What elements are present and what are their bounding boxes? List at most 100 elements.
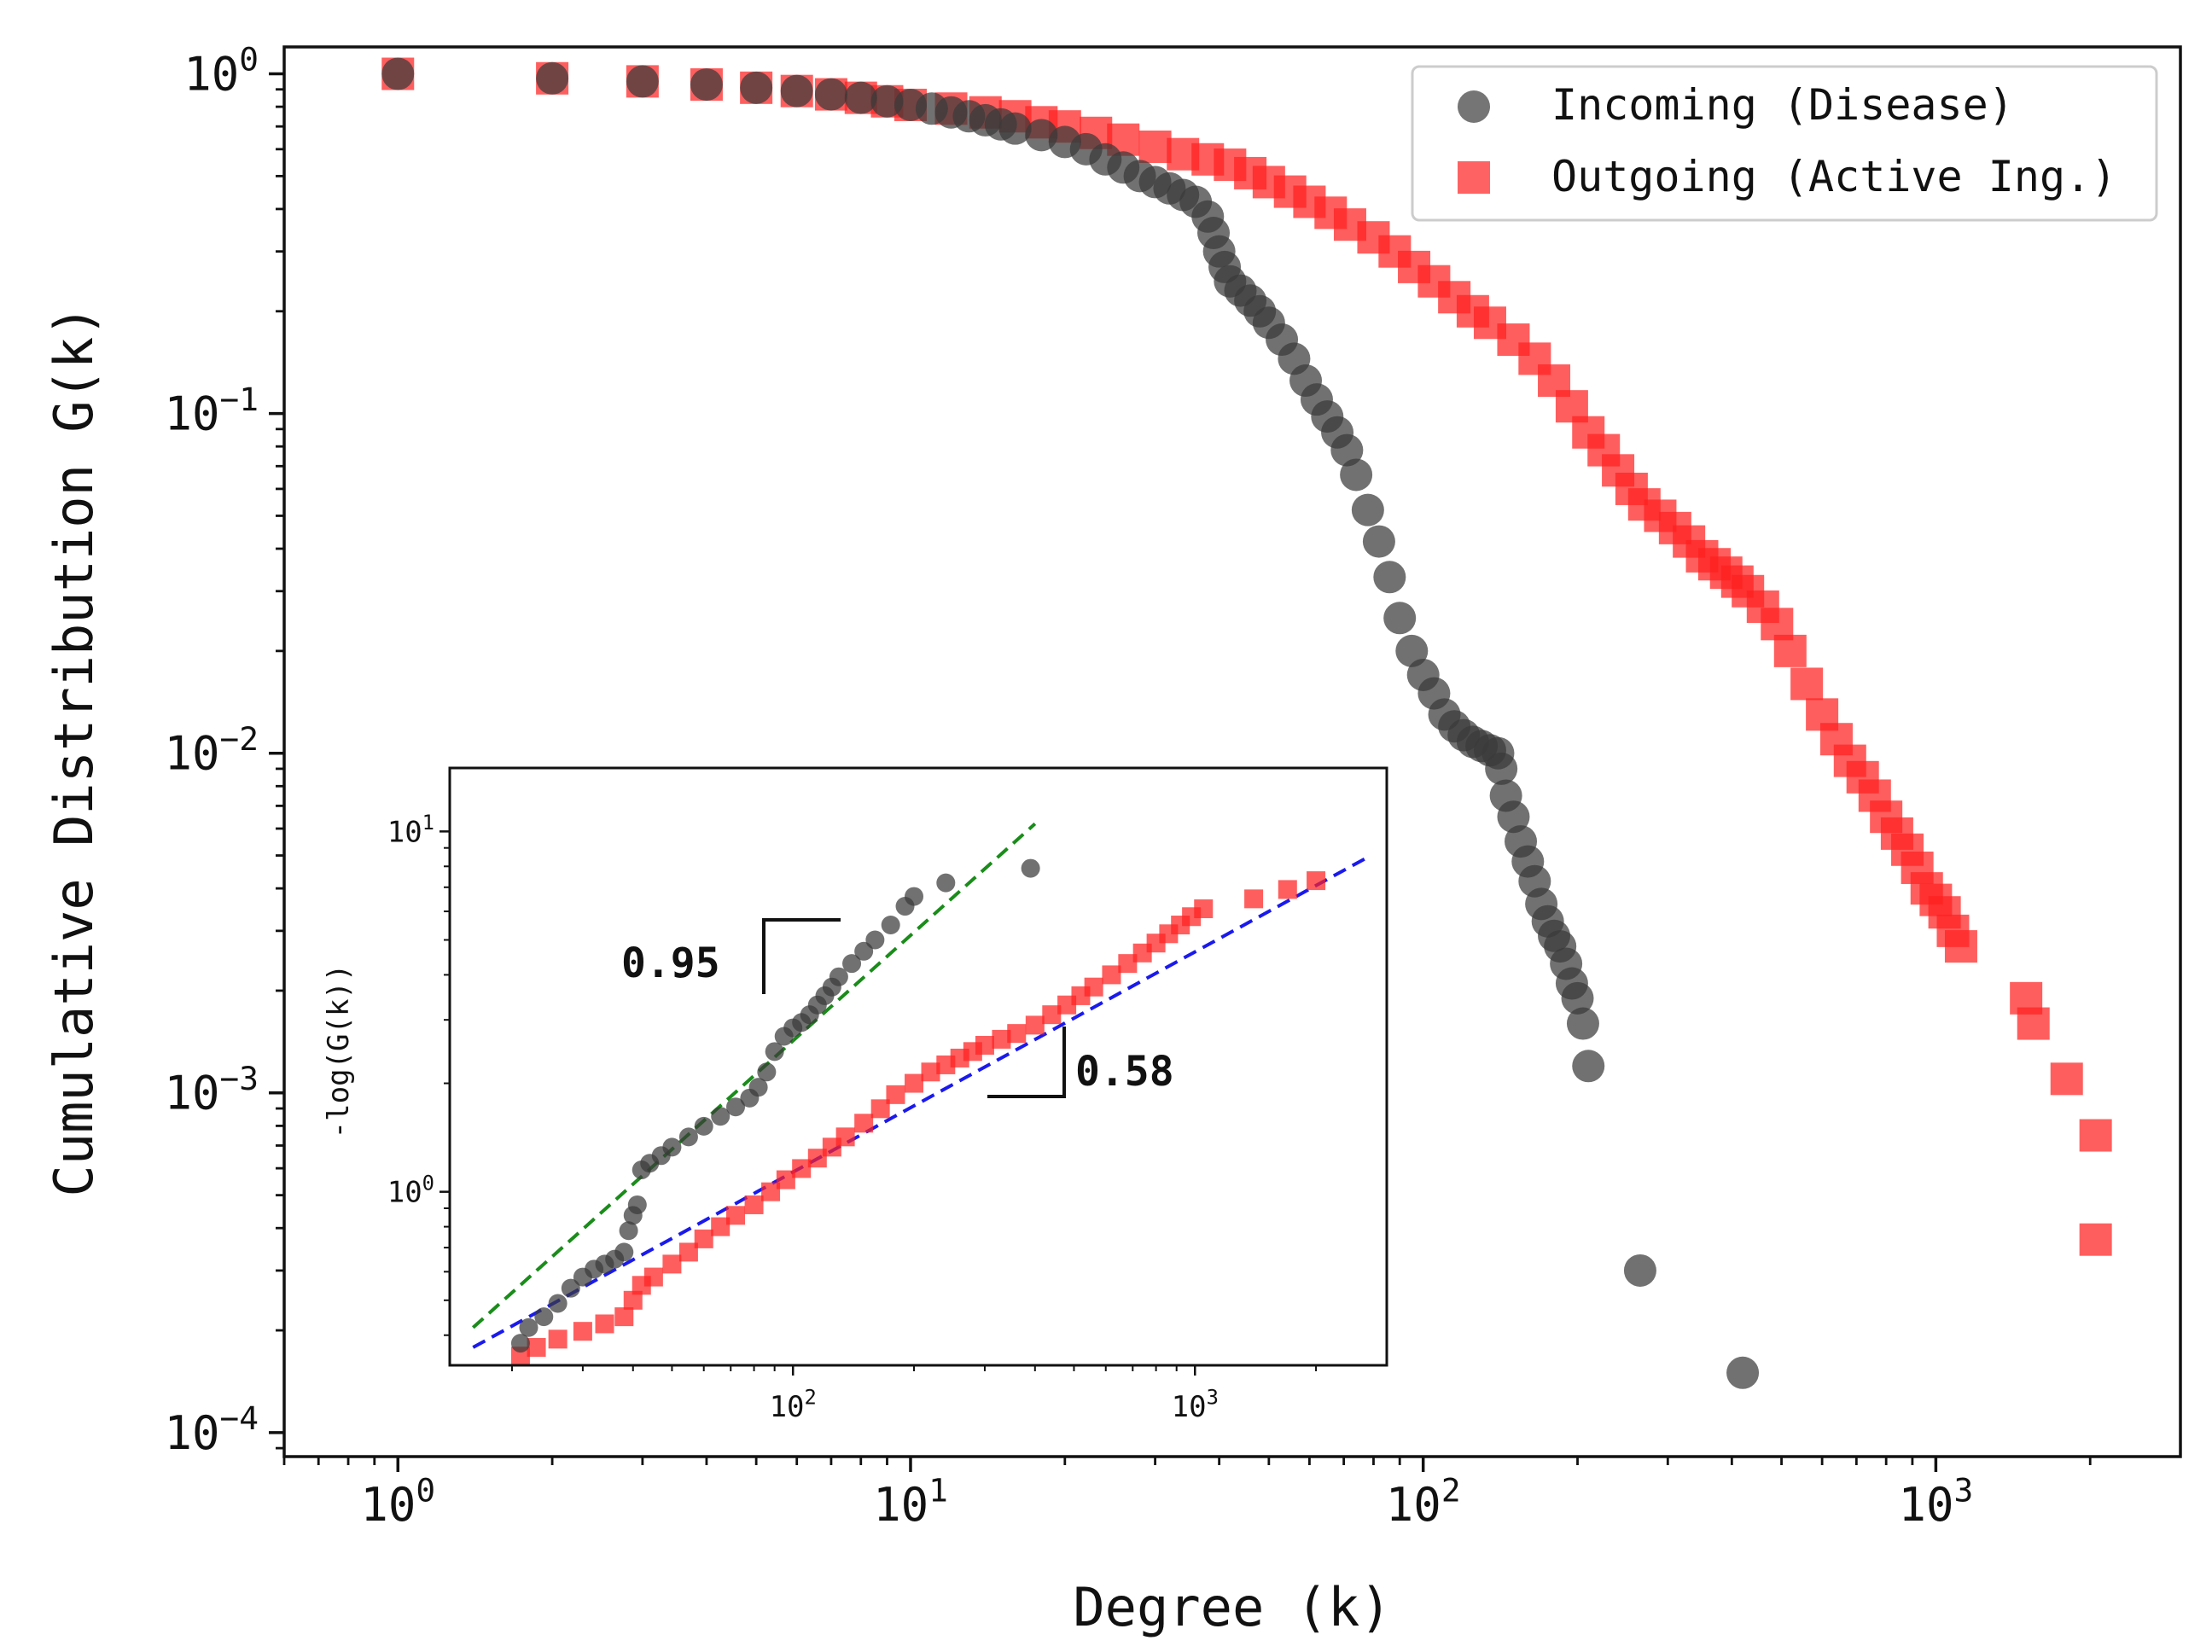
inset-incoming-point — [765, 1042, 784, 1062]
main-axes: 100 101 102 103 100 10−1 10−2 10−3 10−4 — [164, 41, 2092, 1532]
legend-marker-outgoing — [1458, 161, 1490, 194]
main-incoming-point — [844, 81, 877, 114]
inset-outgoing-point — [905, 1073, 924, 1093]
inset-fit-lines — [471, 822, 1370, 1349]
main-incoming-point — [1572, 1050, 1605, 1083]
inset-outgoing-point — [1007, 1024, 1027, 1044]
inset-plot: 102 103 100 101 -log(G(k)) 0.95 0.58 — [322, 766, 1388, 1424]
inset-incoming-point — [711, 1107, 731, 1126]
inset-x-tick-label: 102 — [770, 1386, 817, 1424]
inset-incoming-point — [561, 1278, 580, 1298]
slope-label-outgoing: 0.58 — [1075, 1048, 1174, 1096]
main-y-tick-label: 10−1 — [164, 381, 259, 441]
inset-axes: 102 103 100 101 — [387, 811, 1318, 1424]
inset-incoming-point — [757, 1062, 777, 1082]
legend-label-incoming: Incoming (Disease) — [1551, 80, 2014, 130]
main-incoming-point — [780, 74, 813, 108]
inset-outgoing-point — [573, 1322, 592, 1341]
inset-outgoing-point — [992, 1029, 1011, 1049]
legend-frame — [1411, 65, 2158, 222]
main-outgoing-point — [1790, 667, 1824, 701]
main-y-tick-label: 10−4 — [164, 1399, 259, 1460]
inset-x-tick-label: 103 — [1172, 1386, 1219, 1424]
inset-incoming-point — [548, 1294, 568, 1313]
main-x-axis-label: Degree (k) — [1073, 1576, 1391, 1638]
legend-marker-incoming — [1458, 90, 1490, 123]
main-y-axis-label: Cumulative Distribution G(k) — [43, 305, 105, 1196]
inset-incoming-point — [1021, 858, 1040, 878]
legend: Incoming (Disease) Outgoing (Active Ing.… — [1411, 65, 2158, 222]
inset-outgoing-point — [792, 1159, 812, 1178]
inset-outgoing-point — [694, 1229, 713, 1248]
inset-data-points — [510, 858, 1326, 1366]
inset-outgoing-point — [595, 1314, 614, 1334]
main-x-tick-label: 102 — [1386, 1471, 1461, 1532]
inset-y-tick-label: 100 — [387, 1171, 434, 1209]
main-plot-frame — [282, 45, 2182, 1458]
inset-outgoing-point — [975, 1035, 994, 1055]
main-incoming-point — [1497, 800, 1530, 834]
inset-outgoing-point — [548, 1329, 568, 1349]
inset-outgoing-point — [776, 1170, 795, 1190]
inset-incoming-point — [829, 967, 848, 986]
inset-outgoing-point — [527, 1338, 546, 1358]
inset-outgoing-point — [835, 1127, 855, 1147]
main-x-tick-label: 103 — [1898, 1471, 1973, 1532]
inset-incoming-point — [662, 1137, 682, 1157]
inset-incoming-point — [726, 1097, 746, 1117]
inset-outgoing-point — [1102, 965, 1121, 985]
main-outgoing-point — [1773, 634, 1807, 667]
inset-outgoing-point — [1118, 954, 1138, 974]
main-outgoing-point — [1138, 130, 1172, 163]
main-incoming-point — [1485, 752, 1518, 785]
inset-frame — [448, 766, 1388, 1367]
inset-incoming-point — [678, 1127, 698, 1147]
incoming-fit-line — [471, 822, 1037, 1329]
inset-incoming-point — [619, 1221, 638, 1241]
inset-incoming-point — [534, 1307, 554, 1327]
inset-outgoing-point — [921, 1062, 940, 1082]
main-outgoing-point — [1944, 930, 1977, 963]
inset-outgoing-point — [854, 1114, 874, 1133]
inset-incoming-point — [519, 1318, 538, 1337]
main-incoming-point — [536, 61, 569, 95]
inset-y-axis-label: -log(G(k)) — [322, 964, 356, 1139]
main-outgoing-point — [2079, 1119, 2112, 1152]
inset-outgoing-point — [711, 1217, 731, 1236]
inset-outgoing-point — [662, 1254, 682, 1274]
main-x-tick-label: 101 — [873, 1471, 948, 1532]
main-incoming-point — [1373, 561, 1406, 594]
main-incoming-point — [1340, 458, 1373, 492]
inset-outgoing-point — [678, 1242, 698, 1262]
inset-incoming-point — [510, 1334, 530, 1353]
legend-label-outgoing: Outgoing (Active Ing.) — [1551, 152, 2116, 201]
main-plot: 100 101 102 103 100 10−1 10−2 10−3 10−4 Degree (… — [43, 41, 2182, 1638]
main-incoming-point — [1566, 1007, 1599, 1040]
inset-outgoing-point — [886, 1085, 905, 1104]
main-outgoing-point — [2017, 1007, 2050, 1040]
main-incoming-point — [1351, 493, 1384, 526]
main-incoming-point — [626, 65, 659, 98]
main-data-points — [381, 57, 2112, 1389]
inset-outgoing-point — [761, 1182, 781, 1201]
slope-bracket-outgoing — [987, 1027, 1066, 1098]
inset-outgoing-point — [726, 1206, 746, 1225]
inset-outgoing-point — [1042, 1005, 1062, 1025]
inset-outgoing-point — [623, 1290, 643, 1310]
main-incoming-point — [381, 57, 415, 90]
main-incoming-point — [740, 71, 773, 104]
main-incoming-point — [1726, 1356, 1760, 1389]
main-outgoing-point — [2050, 1062, 2083, 1096]
inset-outgoing-point — [510, 1347, 530, 1366]
main-outgoing-point — [2079, 1223, 2112, 1256]
inset-incoming-point — [936, 873, 956, 893]
main-incoming-point — [814, 78, 847, 111]
main-incoming-point — [1362, 525, 1395, 558]
inset-incoming-point — [614, 1242, 634, 1262]
main-incoming-point — [1623, 1254, 1656, 1287]
slope-label-incoming: 0.95 — [621, 939, 720, 987]
inset-y-tick-label: 101 — [387, 811, 434, 849]
inset-outgoing-point — [643, 1267, 663, 1287]
inset-incoming-point — [905, 887, 924, 906]
